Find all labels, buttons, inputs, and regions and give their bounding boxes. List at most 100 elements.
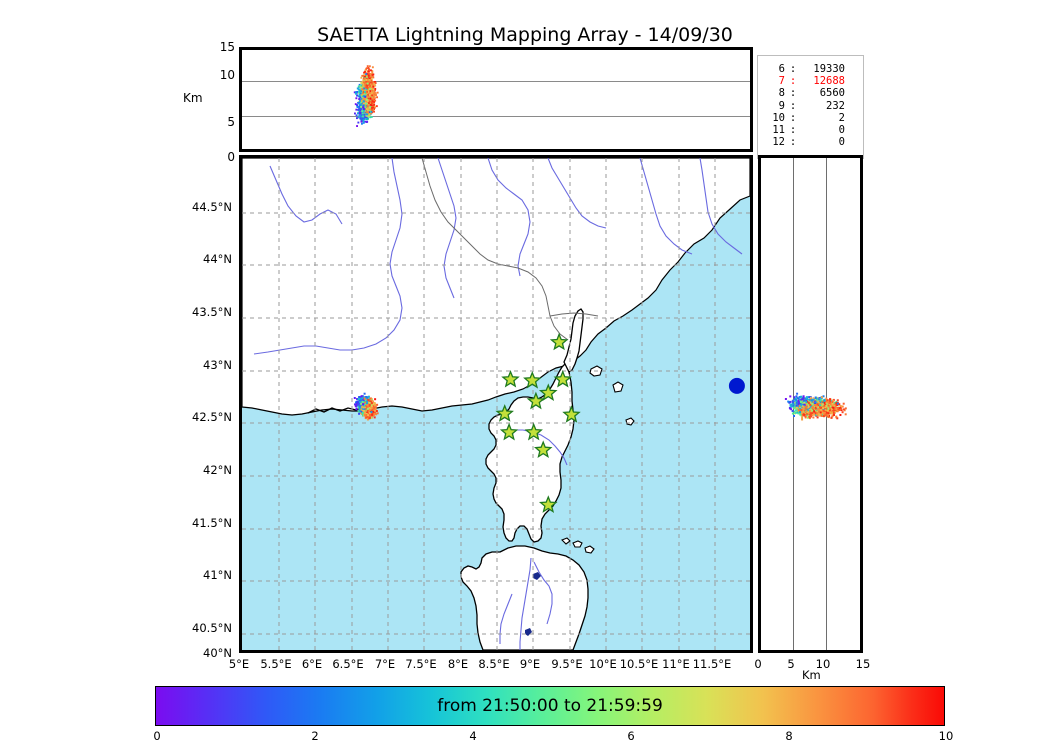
cap-corse bbox=[563, 308, 584, 373]
map-xtick-9E: 9°E bbox=[519, 657, 541, 671]
right-xtick-15: 15 bbox=[855, 657, 871, 671]
station-count-separator: : bbox=[789, 99, 797, 112]
station-count-row: 7: 12688 bbox=[766, 75, 847, 87]
map-ytick-43N: 43°N bbox=[203, 358, 232, 372]
map-panel[interactable] bbox=[239, 155, 753, 653]
cbar-tick-6: 6 bbox=[627, 729, 635, 743]
map-xtick-7.5E: 7.5°E bbox=[405, 657, 437, 671]
extra-blue-marker bbox=[728, 377, 745, 394]
map-graphic bbox=[242, 158, 750, 650]
altitude-longitude-panel[interactable] bbox=[239, 47, 753, 152]
top-ytick-15: 15 bbox=[219, 40, 235, 54]
maddalena-islets bbox=[561, 537, 595, 554]
page-title: SAETTA Lightning Mapping Array - 14/09/3… bbox=[317, 24, 733, 46]
top-panel-gridline-5km bbox=[242, 116, 750, 117]
map-ytick-44.5N: 44.5°N bbox=[192, 200, 232, 214]
map-xtick-10.5E: 10.5°E bbox=[619, 657, 659, 671]
map-xtick-9.5E: 9.5°E bbox=[551, 657, 583, 671]
lma-station-star bbox=[538, 495, 558, 513]
lma-station-star bbox=[562, 405, 581, 423]
station-count-value: 12688 bbox=[813, 75, 845, 88]
blue-circle-marker bbox=[728, 377, 745, 394]
lma-station-star bbox=[549, 332, 569, 351]
cbar-tick-8: 8 bbox=[785, 729, 793, 743]
station-count-key: 10 bbox=[772, 111, 785, 124]
lma-station-star bbox=[495, 404, 514, 422]
station-count-value: 6560 bbox=[819, 87, 845, 100]
map-ytick-43.5N: 43.5°N bbox=[192, 305, 232, 319]
station-count-key: 6 bbox=[778, 63, 785, 75]
station-count-key: 9 bbox=[778, 99, 785, 112]
mainland-landmass bbox=[242, 158, 750, 416]
top-ytick-5: 5 bbox=[227, 115, 235, 129]
station-count-key: 7 bbox=[778, 75, 785, 88]
station-count-separator: : bbox=[789, 111, 797, 124]
top-panel-y-axis-label: Km bbox=[183, 91, 203, 105]
cbar-tick-10: 10 bbox=[938, 729, 954, 743]
lma-station-star bbox=[523, 370, 542, 389]
administrative-borders bbox=[421, 158, 599, 341]
lma-station-star bbox=[501, 369, 520, 388]
map-xtick-11.5E: 11.5°E bbox=[692, 657, 732, 671]
map-xtick-10E: 10°E bbox=[589, 657, 617, 671]
map-xtick-6E: 6°E bbox=[301, 657, 323, 671]
station-count-row: 11: 0 bbox=[766, 124, 847, 136]
map-ytick-42.5N: 42.5°N bbox=[192, 410, 232, 424]
rivers bbox=[253, 158, 743, 650]
station-count-separator: : bbox=[789, 87, 797, 100]
station-count-key: 8 bbox=[778, 87, 785, 100]
top-ytick-10: 10 bbox=[219, 68, 235, 82]
top-panel-y-ticks: 15 10 5 0 bbox=[195, 40, 235, 164]
map-ytick-44N: 44°N bbox=[203, 252, 232, 266]
station-count-value: 2 bbox=[838, 111, 845, 124]
lma-station-star bbox=[524, 422, 543, 441]
station-count-separator: : bbox=[789, 63, 797, 75]
map-xtick-11E: 11°E bbox=[662, 657, 690, 671]
lma-station-star bbox=[533, 440, 553, 459]
station-count-row: 9: 232 bbox=[766, 100, 847, 112]
map-xtick-6.5E: 6.5°E bbox=[332, 657, 364, 671]
lma-station-star bbox=[538, 383, 558, 402]
station-count-key: 11 bbox=[772, 124, 785, 137]
lakes bbox=[525, 572, 541, 636]
map-xtick-8E: 8°E bbox=[447, 657, 469, 671]
right-xtick-0: 0 bbox=[754, 657, 762, 671]
map-ytick-41.5N: 41.5°N bbox=[192, 516, 232, 530]
right-panel-scatter bbox=[784, 392, 847, 421]
station-count-separator: : bbox=[789, 136, 797, 149]
station-count-separator: : bbox=[789, 75, 797, 88]
latitude-altitude-panel[interactable] bbox=[758, 155, 863, 653]
lma-station-star bbox=[499, 422, 519, 441]
map-xtick-7E: 7°E bbox=[374, 657, 396, 671]
station-count-value: 19330 bbox=[813, 63, 845, 75]
station-count-row: 6: 19330 bbox=[766, 63, 847, 75]
cbar-tick-0: 0 bbox=[153, 729, 161, 743]
station-count-row: 8: 6560 bbox=[766, 87, 847, 99]
top-panel-scatter bbox=[353, 65, 379, 127]
sardinia-landmass bbox=[460, 545, 589, 650]
cbar-tick-4: 4 bbox=[469, 729, 477, 743]
lma-station-star bbox=[553, 369, 573, 388]
map-scatter bbox=[353, 392, 379, 421]
map-ytick-40N: 40°N bbox=[203, 646, 232, 660]
colorbar-time-label: from 21:50:00 to 21:59:59 bbox=[437, 696, 663, 716]
cbar-tick-2: 2 bbox=[311, 729, 319, 743]
station-count-row: 12: 0 bbox=[766, 136, 847, 148]
top-panel-gridline-10km bbox=[242, 81, 750, 82]
colorbar-gradient bbox=[155, 686, 945, 726]
map-gridlines bbox=[242, 158, 750, 650]
station-count-value: 0 bbox=[838, 136, 845, 149]
lma-station-star bbox=[526, 391, 546, 410]
colorbar[interactable]: from 21:50:00 to 21:59:59 bbox=[155, 686, 945, 726]
map-y-ticks: 44.5°N 44°N 43.5°N 43°N 42.5°N 42°N 41.5… bbox=[170, 155, 232, 660]
station-count-legend: 6: 19330 7: 12688 8: 6560 9: 232 10: 2 11: 0 12: 0 bbox=[757, 55, 864, 159]
map-xtick-8.5E: 8.5°E bbox=[478, 657, 510, 671]
right-panel-x-axis-label: Km bbox=[802, 668, 821, 682]
station-count-table: 6: 19330 7: 12688 8: 6560 9: 232 10: 2 11: 0 12: 0 bbox=[766, 63, 847, 148]
map-xtick-5.5E: 5.5°E bbox=[260, 657, 292, 671]
capraia-elba-islets bbox=[589, 365, 635, 426]
station-count-key: 12 bbox=[772, 136, 785, 149]
station-count-separator: : bbox=[789, 124, 797, 137]
top-ytick-0: 0 bbox=[227, 150, 235, 164]
corsica-landmass bbox=[485, 361, 575, 543]
